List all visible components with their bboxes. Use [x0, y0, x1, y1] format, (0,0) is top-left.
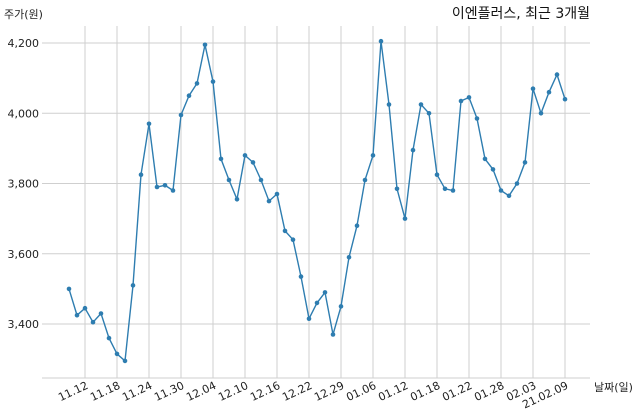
x-tick-label: 01.18: [408, 379, 442, 404]
y-tick-label: 3,400: [8, 318, 40, 331]
x-axis-title: 날짜(일): [594, 380, 633, 394]
x-gridlines: [84, 26, 566, 378]
x-tick-label: 12.10: [216, 379, 250, 404]
data-point: [82, 305, 88, 311]
data-point: [394, 186, 400, 192]
data-point: [474, 116, 480, 121]
data-point: [226, 177, 232, 183]
data-point: [170, 188, 176, 193]
data-point: [530, 86, 536, 91]
data-point: [378, 38, 384, 44]
data-point: [538, 111, 544, 116]
data-point: [274, 191, 280, 197]
data-point: [258, 177, 264, 183]
y-gridlines: [42, 42, 590, 325]
data-point: [250, 160, 256, 165]
data-point: [514, 181, 520, 186]
data-point: [106, 335, 112, 341]
data-point: [122, 358, 128, 364]
data-point: [90, 319, 96, 325]
y-tick-label: 4,200: [8, 37, 40, 50]
data-point: [282, 228, 288, 234]
x-tick-label: 12.16: [248, 379, 282, 404]
data-point: [154, 184, 160, 190]
data-point: [210, 79, 216, 84]
data-point: [370, 153, 376, 158]
data-point: [562, 96, 568, 102]
x-tick-label: 11.12: [56, 379, 90, 404]
x-tick-labels: 11.1211.1811.2411.3012.0412.1012.1612.22…: [56, 379, 570, 411]
data-point: [346, 254, 352, 260]
x-tick-label: 11.30: [152, 379, 186, 404]
data-point: [290, 237, 296, 242]
data-point: [66, 286, 72, 292]
data-point: [218, 156, 224, 162]
price-series-line: [68, 41, 566, 363]
x-tick-label: 12.22: [280, 379, 314, 404]
data-point: [506, 193, 512, 199]
chart-title: 이엔플러스, 최근 3개월: [452, 6, 590, 22]
y-tick-label: 4,000: [8, 107, 40, 120]
data-point: [114, 351, 120, 357]
price-data-points: [66, 38, 568, 364]
data-point: [234, 197, 240, 202]
data-point: [386, 102, 392, 107]
data-point: [194, 81, 200, 86]
x-tick-label: 01.12: [376, 379, 410, 404]
data-point: [554, 72, 560, 77]
data-point: [466, 95, 472, 100]
data-point: [314, 300, 320, 306]
x-tick-label: 01.06: [344, 379, 378, 404]
x-tick-label: 11.18: [88, 379, 122, 404]
data-point: [266, 198, 272, 204]
data-point: [410, 147, 416, 153]
data-point: [98, 311, 104, 316]
data-point: [458, 98, 464, 104]
x-tick-label: 12.29: [312, 379, 346, 404]
data-point: [338, 304, 344, 309]
data-point: [186, 93, 192, 98]
data-point: [522, 160, 528, 165]
data-point: [330, 332, 336, 337]
data-point: [130, 283, 136, 288]
data-point: [306, 316, 312, 322]
data-point: [546, 89, 552, 95]
data-point: [298, 274, 304, 279]
y-tick-label: 3,600: [8, 248, 40, 261]
data-point: [498, 188, 504, 193]
data-point: [362, 177, 368, 183]
x-tick-label: 12.04: [184, 379, 218, 404]
data-point: [162, 183, 168, 188]
data-point: [354, 223, 360, 228]
data-point: [242, 153, 248, 158]
y-tick-label: 3,800: [8, 178, 40, 191]
data-point: [178, 112, 184, 118]
data-point: [450, 188, 456, 193]
data-point: [402, 216, 408, 221]
data-point: [418, 102, 424, 107]
data-point: [74, 312, 80, 318]
x-tick-label: 11.24: [120, 379, 154, 404]
data-point: [482, 156, 488, 162]
data-point: [138, 172, 144, 177]
data-point: [202, 42, 208, 48]
y-tick-labels: 3,400 3,600 3,800 4,000 4,200: [8, 37, 40, 331]
data-point: [442, 186, 448, 192]
data-point: [322, 290, 328, 295]
x-tick-label: 01.22: [440, 379, 474, 404]
y-axis-title: 주가(원): [4, 8, 43, 21]
data-point: [490, 167, 496, 172]
data-point: [146, 121, 152, 127]
data-point: [434, 172, 440, 177]
x-tick-label: 01.28: [472, 379, 506, 404]
data-point: [426, 111, 432, 116]
